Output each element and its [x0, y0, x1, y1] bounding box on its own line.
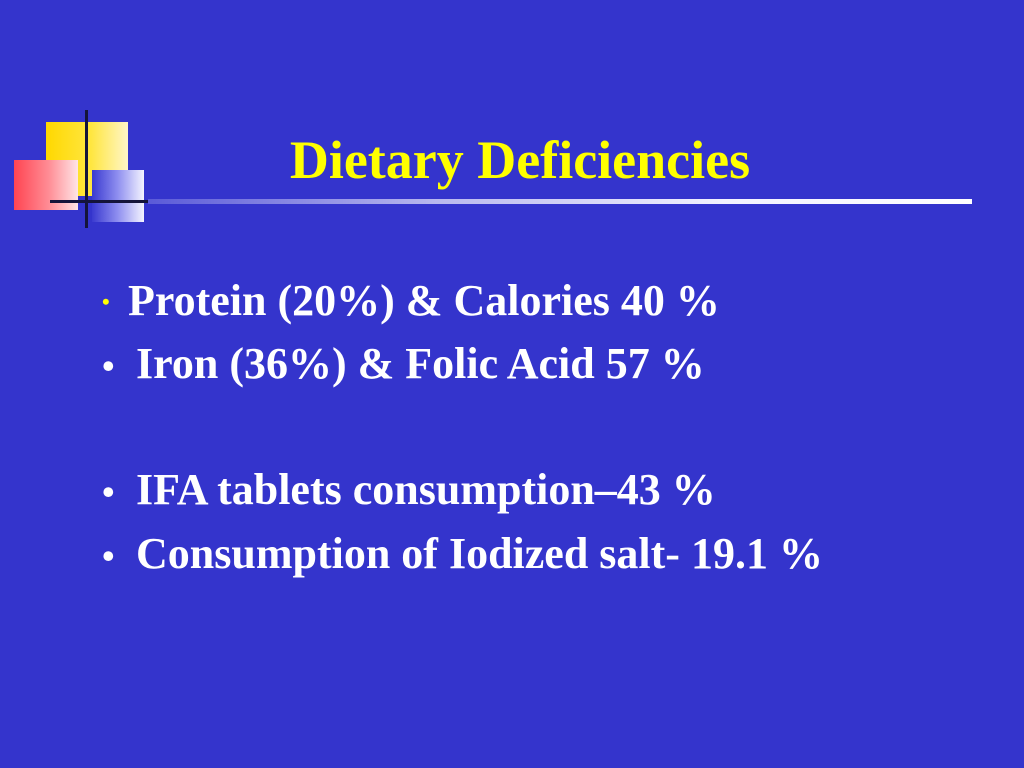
decorative-logo-squares [0, 0, 160, 240]
bullet-marker: • [102, 536, 115, 576]
bullet-spacer [102, 397, 1002, 459]
bullet-text: IFA tablets consumption–43 % [136, 465, 716, 514]
bullet-item: • Consumption of Iodized salt- 19.1 % [102, 523, 1002, 587]
slide-title: Dietary Deficiencies [289, 130, 751, 190]
bullet-item: • Protein (20%) & Calories 40 % [102, 270, 1002, 333]
bullet-text: Protein (20%) & Calories 40 % [128, 276, 720, 325]
bullet-item: • IFA tablets consumption–43 % [102, 459, 1002, 523]
blue-square-decoration [92, 170, 144, 222]
bullet-item: • Iron (36%) & Folic Acid 57 % [102, 333, 1002, 397]
bullet-text: Iron (36%) & Folic Acid 57 % [136, 339, 705, 388]
title-underline-rule [148, 199, 972, 204]
bullet-text: Consumption of Iodized salt- 19.1 % [136, 529, 823, 578]
horizontal-line-decoration [50, 200, 148, 203]
bullet-marker: • [102, 472, 115, 512]
vertical-line-decoration [85, 110, 88, 228]
bullet-marker: • [102, 289, 110, 314]
bullet-list: • Protein (20%) & Calories 40 % • Iron (36… [102, 270, 1002, 587]
bullet-marker: • [102, 346, 115, 386]
